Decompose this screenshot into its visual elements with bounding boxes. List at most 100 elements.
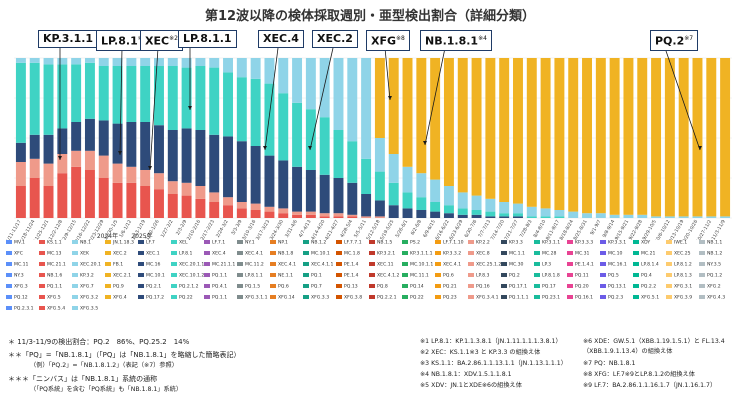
legend-label: PQ.7 [311,284,322,290]
legend-swatch [567,240,573,244]
legend-swatch [39,284,45,288]
legend-swatch [567,295,573,299]
legend-swatch [303,262,309,266]
legend-label: PQ.22 [179,295,193,301]
legend-item: NB.1.5 [369,240,392,247]
callout-label: KP.3.1.1 [38,30,99,48]
bar-segment-3-31 [443,205,454,214]
legend-swatch [402,251,408,255]
legend-item: MC.10.1 [138,273,165,280]
x-tick-label: 3/3-3/9 [230,219,243,236]
legend-swatch [138,251,144,255]
bar-segment-4-35 [499,202,510,214]
legend-swatch [138,262,144,266]
legend-item: XEL [171,240,188,247]
bar-segment-4-40 [568,211,579,218]
legend-swatch [534,295,540,299]
bar-segment-2-27 [388,205,399,218]
legend-label: XEC.25 [674,251,691,257]
legend-swatch [468,240,474,244]
bar-segment-5-42 [595,58,606,214]
legend-swatch [204,262,210,266]
legend-item: KP.3.3.2 [435,251,461,258]
bar-segment-1-1 [29,158,40,178]
legend-item: PQ.22 [402,295,424,302]
bar-segment-4-24 [347,58,358,142]
bar-segment-4-27 [388,154,399,183]
legend-label: PQ.2.2.1 [377,295,397,301]
legend-swatch [600,273,606,277]
x-tick-label: 2/3-2/9 [175,219,188,236]
legend-label: PE.1.4 [344,262,359,268]
legend-item: MC.1.8 [336,251,360,258]
callout-text: LP.8.1.1 [183,32,232,45]
bar-segment-5-36 [513,58,523,204]
legend-item: XFG.5.4 [39,306,65,313]
legend-label: XEC.4.1 [245,251,264,257]
bar-segment-2-10 [154,125,164,174]
bar-segment-3-34 [485,211,496,217]
legend-item: PQ.7 [303,284,322,291]
callout-arrowhead-5 [308,146,312,150]
legend-swatch [39,251,45,255]
bar-segment-5-44 [623,58,634,215]
bar-segment-5-49 [692,58,703,217]
bar-segment-3-27 [388,182,399,206]
x-tick-label: 4/28-5/4 [339,219,354,239]
bar-segment-3-14 [209,67,220,135]
legend-label: XFG.5.1 [641,295,660,301]
legend-item: PQ.21 [435,284,457,291]
bar-segment-5-37 [526,58,537,207]
bar-segment-5-46 [651,58,662,217]
callout-arrow-8 [664,47,701,151]
legend-swatch [666,251,672,255]
legend-label: NB.1.2 [707,251,723,257]
legend-item: NE.1.1 [270,273,293,280]
bar-segment-1-11 [167,181,178,194]
legend-label: PQ.2.3 [608,295,624,301]
legend-label: PE.1.4 [344,273,359,279]
legend-item: PQ.1.1 [204,295,227,302]
bar-segment-4-20 [292,58,303,103]
legend-swatch [600,295,606,299]
legend-swatch [204,284,210,288]
bar-segment-2-23 [333,178,344,214]
legend-item: XEC.4.1 [435,262,461,269]
legend-swatch [666,240,672,244]
bar-segment-2-13 [195,130,206,186]
legend-label: KP.3.3.1 [608,240,627,246]
bar-segment-4-25 [361,58,372,159]
legend-item: NB.1.2 [303,240,326,247]
legend-swatch [171,240,177,244]
legend-label: PQ.23.1 [542,295,561,301]
bar-segment-5-38 [540,58,551,209]
bar-segment-4-50 [706,216,717,218]
bar-segment-1-5 [84,150,95,170]
bar-segment-4-37 [526,206,537,217]
bar-segment-4-3 [57,58,68,65]
bar-segment-4-29 [416,173,427,198]
callout-text: NB.1.8.1 [425,34,479,48]
legend-label: XFG.4.3 [707,295,726,301]
legend-label: MC.21.1 [47,262,66,268]
chart-title: 第12波以降の検体採取週別・亜型検出割合（詳細分類） [204,9,536,24]
legend-swatch [501,273,507,277]
legend-label: LF.7.1.10 [443,240,464,246]
legend-label: MC.11 [14,262,29,268]
legend-label: XDY [641,240,651,246]
bar-segment-3-32 [457,208,468,215]
legend-label: PQ.1 [311,273,322,279]
legend-item: XFG.3.2 [72,295,98,302]
legend-item: NB.1.2 [699,251,722,258]
legend-swatch [72,306,78,310]
legend-item: LP.8.1.8 [534,273,560,280]
legend-item: XEC.10.1.2 [171,273,204,280]
legend-swatch [402,295,408,299]
callout-text: LP.8.1 [101,34,138,48]
bar-segment-2-33 [471,214,482,218]
legend-item: PQ.5 [600,273,619,280]
bar-segment-2-20 [292,166,303,212]
legend-item: XEC.2 [105,251,127,258]
bar-segment-1-10 [154,173,164,190]
bar-segment-2-9 [140,122,151,170]
